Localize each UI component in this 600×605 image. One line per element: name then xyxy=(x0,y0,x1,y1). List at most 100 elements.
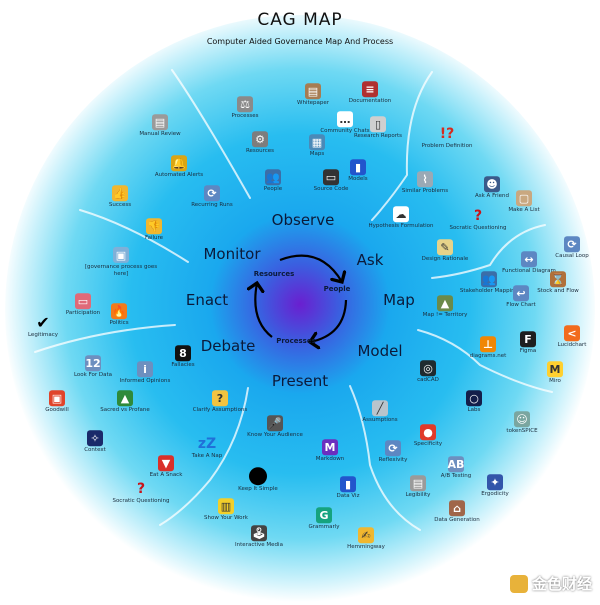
map-item-map-territory: ▲ Map != Territory xyxy=(405,295,485,319)
cycle-node-processes: Processes xyxy=(276,337,316,345)
stage-observe: Observe xyxy=(271,211,335,229)
map-item-label: Legibility xyxy=(405,492,431,499)
map-item-specificity: ● Specificity xyxy=(388,424,468,448)
map-item-label: Processes xyxy=(231,113,259,120)
page-subtitle: Computer Aided Governance Map And Proces… xyxy=(206,37,394,46)
map-item-label: Manual Review xyxy=(139,131,181,138)
map-item-cadcad: ◎ cadCAD xyxy=(388,360,468,384)
map-item-legitimacy: ✔ Legitimacy xyxy=(3,315,83,339)
map-item-governance-process-goes-here: ▣ [governance process goes here] xyxy=(81,246,161,277)
map-item-diagrams-net: ⊥ diagrams.net xyxy=(448,336,528,360)
fire-icon: 🔥 xyxy=(111,303,127,320)
map-item-label: Specificity xyxy=(413,441,443,448)
map-item-causal-loop: ⟳ Causal Loop xyxy=(532,236,600,260)
map-item-stock-and-flow: ⌛ Stock and Flow xyxy=(518,271,598,295)
map-item-goodwill: ▣ Goodwill xyxy=(17,390,97,414)
map-item-sacred-vs-profane: ▲ Sacred vs Profane xyxy=(85,390,165,414)
factory-icon: ⌂ xyxy=(449,500,465,517)
map-item-informed-opinions: i Informed Opinions xyxy=(105,361,185,385)
stage-enact: Enact xyxy=(185,291,229,309)
repeat-icon: ⟳ xyxy=(204,185,220,202)
map-item-label: Make A List xyxy=(508,207,540,214)
map-item-make-a-list: ▢ Make A List xyxy=(484,190,564,214)
watermark-text: 金色财经 xyxy=(531,575,592,593)
divider-observe-ask xyxy=(371,71,433,221)
map-item-eat-a-snack: ▼ Eat A Snack xyxy=(126,455,206,479)
map-item-show-your-work: ▥ Show Your Work xyxy=(186,498,266,522)
cycle-arrow-people-processes xyxy=(310,299,348,342)
figma-logo-icon: F xyxy=(520,331,536,348)
divider-ask-map xyxy=(431,224,546,279)
abcd-icon: AB xyxy=(447,456,465,473)
map-item-label: Automated Alerts xyxy=(154,172,204,179)
map-icon: ▦ xyxy=(309,134,325,151)
map-item-ask-a-friend: ☻ Ask A Friend xyxy=(452,176,532,200)
cycle-node-resources: Resources xyxy=(253,270,295,278)
popcorn-icon: ▼ xyxy=(158,455,174,472)
writing-hand-icon: ✍ xyxy=(358,527,374,544)
cycle-arrow-resources-people xyxy=(279,254,342,282)
scales-icon: ⚖ xyxy=(237,96,253,113)
map-item-documentation: ≡ Documentation xyxy=(330,81,410,105)
stage-present: Present xyxy=(271,372,329,390)
map-item-similar-problems: ⌇ Similar Problems xyxy=(385,171,465,195)
map-item-label: Community Chats xyxy=(320,128,370,135)
map-item-label: Eat A Snack xyxy=(149,472,183,479)
notebook-icon: ▥ xyxy=(218,498,234,515)
thumbs-up-icon: 👍 xyxy=(112,185,128,202)
map-item-design-rationale: ✎ Design Rationale xyxy=(405,239,485,263)
ticket-icon: ▭ xyxy=(75,293,91,310)
map-item-label: Assumptions xyxy=(362,417,398,424)
watermark: 金色财经 xyxy=(509,573,592,594)
map-item-label: Informed Opinions xyxy=(119,378,171,385)
thinking-face-icon: ? xyxy=(212,390,228,407)
map-item-markdown: M Markdown xyxy=(290,439,370,463)
map-item-success: 👍 Success xyxy=(80,185,160,209)
repeat-icon: ⟳ xyxy=(564,236,580,253)
map-item-label: tokenSPICE xyxy=(506,428,538,435)
map-item-label: Take A Nap xyxy=(191,453,223,460)
map-item-label: Ergodicity xyxy=(481,491,509,498)
map-item-failure: 👎 Failure xyxy=(114,218,194,242)
stage-monitor: Monitor xyxy=(203,245,261,263)
map-item-look-for-data: 12 Look For Data xyxy=(53,355,133,379)
map-item-source-code: ▭ Source Code xyxy=(291,169,371,193)
map-item-label: Stock and Flow xyxy=(537,288,579,295)
bell-icon: 🔔 xyxy=(171,155,187,172)
repeat-icon: ⟳ xyxy=(385,440,401,457)
map-item-automated-alerts: 🔔 Automated Alerts xyxy=(139,155,219,179)
people-icon: 👥 xyxy=(265,169,281,186)
watermark-logo-icon xyxy=(509,574,528,593)
map-item-label: Context xyxy=(84,447,106,454)
map-item-label: Map != Territory xyxy=(422,312,468,319)
newspaper-icon: ▤ xyxy=(152,114,168,131)
map-item-label: Recurring Runs xyxy=(191,202,233,209)
map-item-label: Legitimacy xyxy=(27,332,59,339)
map-item-label: Data Generation xyxy=(434,517,480,524)
scroll-icon: ▤ xyxy=(305,83,321,100)
lucidchart-logo-icon: < xyxy=(564,325,580,342)
map-item-label: Functional Diagram xyxy=(502,268,556,275)
gear-icon: ⚙ xyxy=(252,131,268,148)
map-item-label: Socratic Questioning xyxy=(112,498,170,505)
map-item-label: Stakeholder Mapping xyxy=(459,288,519,295)
map-item-label: Research Reports xyxy=(353,133,403,140)
bar-chart-icon: ▮ xyxy=(340,476,356,493)
mountain-map-icon: ▲ xyxy=(437,295,453,312)
map-item-community-chats: … Community Chats xyxy=(305,111,385,135)
map-item-data-generation: ⌂ Data Generation xyxy=(417,500,497,524)
tree-icon: ▲ xyxy=(117,390,133,407)
map-item-label: Similar Problems xyxy=(401,188,449,195)
map-item-manual-review: ▤ Manual Review xyxy=(120,114,200,138)
people-icon: 👥 xyxy=(481,271,497,288)
map-item-models: ▮ Models xyxy=(318,159,398,183)
joystick-icon: 🕹 xyxy=(251,525,267,542)
map-item-tokenspice: ☺ tokenSPICE xyxy=(482,411,562,435)
paperclip-icon: ⌇ xyxy=(417,171,433,188)
cycle-node-people: People xyxy=(323,285,351,293)
miro-logo-icon: M xyxy=(547,361,563,378)
map-item-label: Hemmingway xyxy=(347,544,385,551)
map-item-take-a-nap: zZ Take A Nap xyxy=(167,436,247,460)
